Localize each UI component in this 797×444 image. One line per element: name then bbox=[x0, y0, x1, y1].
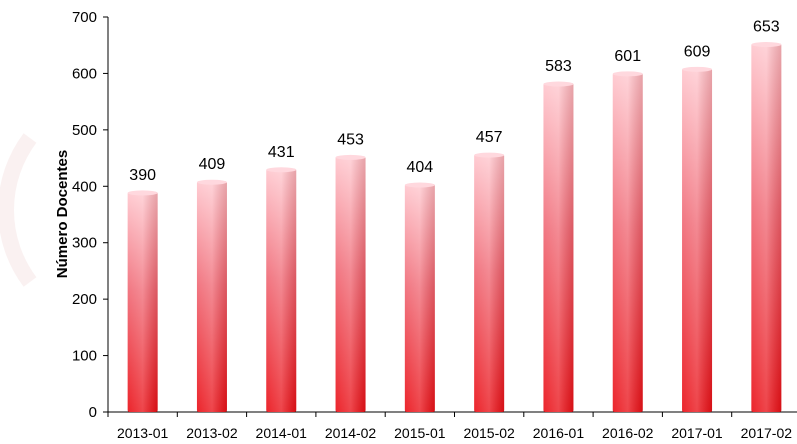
bar-cap bbox=[543, 81, 574, 87]
bar-shade bbox=[612, 72, 643, 412]
bar-shade bbox=[404, 184, 435, 412]
background-arc bbox=[0, 133, 37, 287]
data-label: 601 bbox=[614, 48, 641, 65]
x-tick-label: 2015-02 bbox=[463, 425, 515, 441]
bar-cap bbox=[266, 167, 297, 173]
data-label: 431 bbox=[268, 144, 295, 161]
y-tick-label: 200 bbox=[72, 291, 97, 308]
bar-2016-02 bbox=[612, 71, 643, 412]
bar-shade bbox=[127, 191, 158, 412]
bar-shade bbox=[682, 68, 713, 412]
y-tick-label: 100 bbox=[72, 348, 97, 365]
bar-2017-02 bbox=[751, 42, 782, 413]
bar-cap bbox=[196, 179, 227, 185]
y-tick-label: 300 bbox=[72, 235, 97, 252]
x-tick-label: 2017-01 bbox=[671, 425, 723, 441]
data-label: 390 bbox=[129, 167, 156, 184]
y-axis-title: Número Docentes bbox=[54, 150, 71, 278]
x-tick-label: 2013-01 bbox=[117, 425, 169, 441]
bar-2014-02 bbox=[335, 154, 366, 412]
bars-group bbox=[127, 42, 782, 413]
bar-cap bbox=[404, 182, 435, 188]
bar-shade bbox=[751, 43, 782, 413]
bar-2017-01 bbox=[682, 66, 713, 412]
x-tick-label: 2014-01 bbox=[256, 425, 308, 441]
x-tick-label: 2014-02 bbox=[325, 425, 377, 441]
bar-shade bbox=[474, 154, 505, 412]
data-label: 653 bbox=[753, 19, 780, 36]
bar-shade bbox=[543, 83, 574, 413]
labels-group: 0 100 200 300 400 500 600 700 390 2013-01 409 2013-… bbox=[72, 9, 792, 441]
data-label: 409 bbox=[199, 156, 226, 173]
y-tick-label: 400 bbox=[72, 178, 97, 195]
background-decoration bbox=[0, 133, 37, 287]
bar-cap bbox=[127, 190, 158, 196]
bar-2014-01 bbox=[266, 167, 297, 412]
bar-2013-01 bbox=[127, 190, 158, 412]
bar-2015-01 bbox=[404, 182, 435, 412]
data-label: 583 bbox=[545, 58, 572, 75]
bar-shade bbox=[196, 181, 227, 412]
bar-cap bbox=[474, 152, 505, 158]
x-tick-label: 2013-02 bbox=[186, 425, 238, 441]
bar-shade bbox=[266, 168, 297, 412]
data-label: 609 bbox=[684, 43, 711, 60]
bar-cap bbox=[335, 154, 366, 160]
bar-cap bbox=[682, 66, 713, 72]
x-tick-label: 2016-01 bbox=[533, 425, 585, 441]
y-tick-label: 0 bbox=[89, 404, 97, 421]
data-label: 453 bbox=[337, 131, 364, 148]
bar-cap bbox=[751, 42, 782, 48]
y-tick-label: 500 bbox=[72, 122, 97, 139]
bar-2015-02 bbox=[474, 152, 505, 412]
data-label: 404 bbox=[406, 159, 433, 176]
x-tick-label: 2015-01 bbox=[394, 425, 446, 441]
x-tick-label: 2017-02 bbox=[741, 425, 793, 441]
bar-2016-01 bbox=[543, 81, 574, 413]
x-tick-label: 2016-02 bbox=[602, 425, 654, 441]
bar-shade bbox=[335, 156, 366, 412]
bar-2013-02 bbox=[196, 179, 227, 412]
y-tick-label: 600 bbox=[72, 65, 97, 82]
data-label: 457 bbox=[476, 129, 503, 146]
y-tick-label: 700 bbox=[72, 9, 97, 26]
bar-cap bbox=[612, 71, 643, 77]
